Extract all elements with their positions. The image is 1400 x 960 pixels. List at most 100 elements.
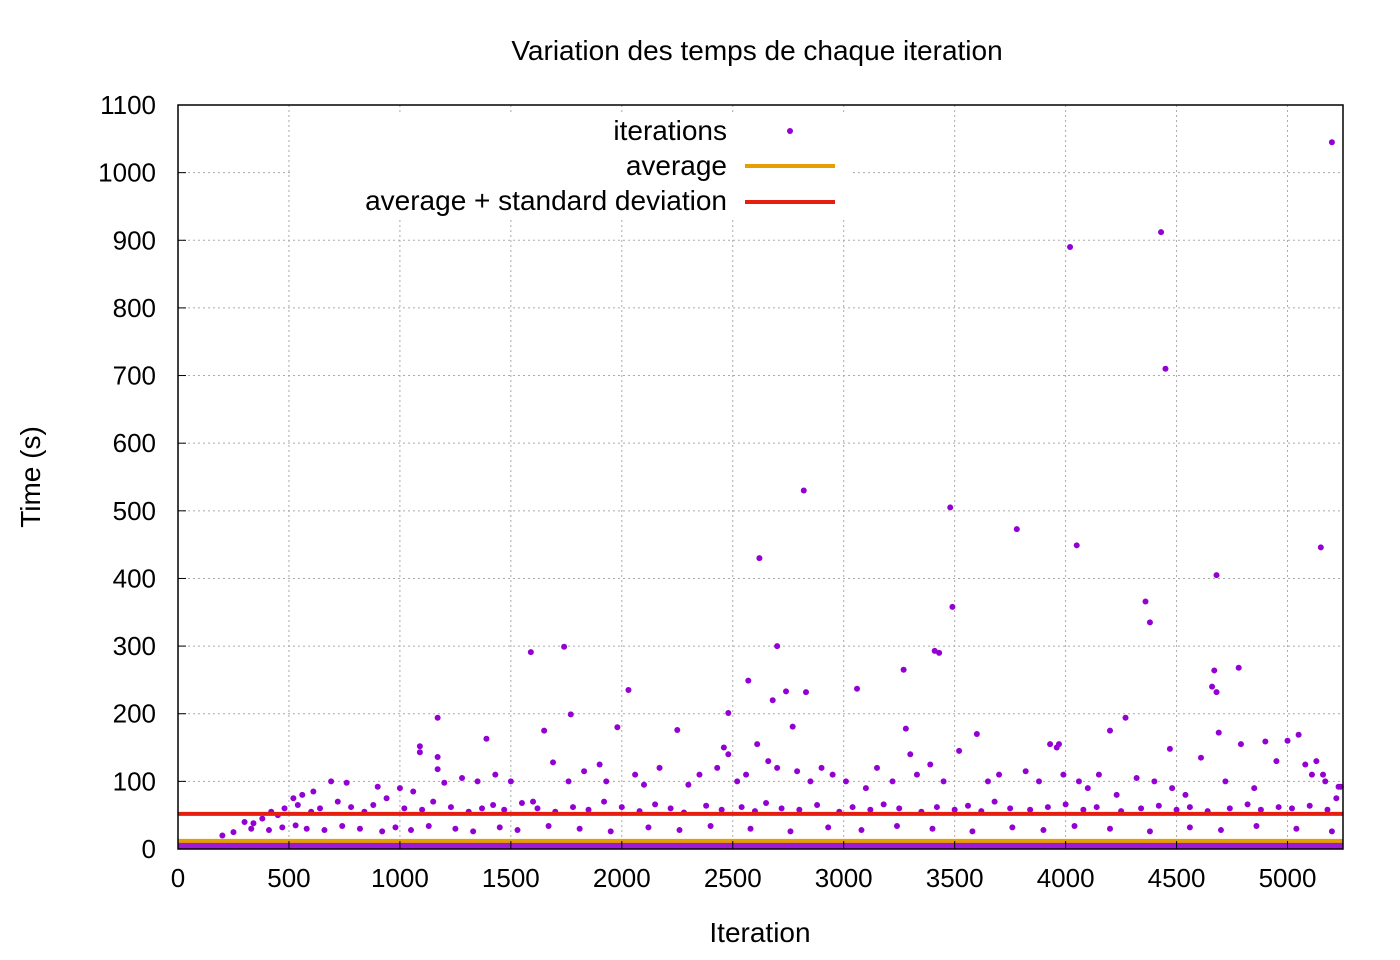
data-point <box>714 764 721 771</box>
data-point <box>720 744 727 751</box>
data-point <box>1302 761 1309 768</box>
x-tick-label: 3000 <box>815 863 873 893</box>
data-point <box>1044 804 1051 811</box>
data-point <box>718 806 725 813</box>
data-point <box>259 815 266 822</box>
data-point <box>576 825 583 832</box>
data-point <box>933 804 940 811</box>
data-point <box>756 555 763 562</box>
data-point <box>734 778 741 785</box>
data-point <box>561 643 568 650</box>
legend-label-iterations: iterations <box>613 115 727 146</box>
y-tick-label: 1100 <box>100 90 156 120</box>
data-point <box>991 798 998 805</box>
data-point <box>696 771 703 778</box>
data-point <box>1107 727 1113 734</box>
data-point <box>1257 806 1264 813</box>
data-point <box>1071 823 1078 830</box>
data-point <box>1237 741 1244 748</box>
data-point <box>1138 805 1145 812</box>
data-point <box>416 743 423 750</box>
data-point <box>250 820 257 827</box>
data-point <box>1182 791 1189 798</box>
data-point <box>290 795 297 802</box>
data-point <box>530 798 537 805</box>
data-point <box>632 771 639 778</box>
x-tick-label: 0 <box>171 863 185 893</box>
data-point <box>802 689 809 696</box>
data-point <box>1320 771 1327 778</box>
data-point <box>1186 804 1193 811</box>
data-point <box>743 771 750 778</box>
x-tick-label: 2000 <box>593 863 651 893</box>
data-point <box>518 800 525 807</box>
data-point <box>281 805 288 812</box>
data-point <box>1155 802 1162 809</box>
x-tick-label: 3500 <box>926 863 984 893</box>
data-point <box>707 823 714 830</box>
data-point <box>1080 806 1087 813</box>
data-point <box>545 823 552 830</box>
data-point <box>618 804 625 811</box>
data-point <box>645 824 652 831</box>
data-point <box>603 778 610 785</box>
data-point <box>1313 758 1320 765</box>
data-point <box>379 828 386 835</box>
data-point <box>625 687 632 694</box>
data-point <box>1251 785 1258 792</box>
data-point <box>927 761 934 768</box>
data-point <box>1226 805 1233 812</box>
y-tick-label: 200 <box>113 699 156 729</box>
data-point <box>789 723 796 730</box>
data-point <box>1328 828 1335 835</box>
data-point <box>596 761 603 768</box>
data-point <box>969 828 976 835</box>
data-point <box>1093 804 1100 811</box>
data-point <box>849 804 856 811</box>
data-point <box>410 788 417 795</box>
data-point <box>1133 774 1140 781</box>
data-point <box>754 741 761 748</box>
data-point <box>829 771 836 778</box>
data-point <box>765 758 772 765</box>
data-point <box>383 795 390 802</box>
data-point <box>1151 778 1158 785</box>
data-point <box>339 823 346 830</box>
data-point <box>1317 544 1324 551</box>
y-tick-label: 800 <box>113 293 156 323</box>
data-point <box>1324 806 1331 813</box>
data-point <box>550 759 557 766</box>
data-point <box>936 649 943 656</box>
data-point <box>1084 785 1091 792</box>
data-point <box>907 751 914 758</box>
data-point <box>334 798 341 805</box>
data-point <box>534 805 541 812</box>
data-point <box>874 764 880 771</box>
x-tick-label: 1500 <box>482 863 540 893</box>
data-point <box>674 726 681 733</box>
data-point <box>956 747 963 754</box>
data-point <box>889 778 896 785</box>
data-point <box>1007 805 1014 812</box>
data-point <box>794 768 801 775</box>
y-axis: 0 100 200 300 400 500 600 700 800 900 1000 1100 <box>98 90 186 864</box>
data-point <box>501 806 508 813</box>
x-tick-label: 1000 <box>371 863 429 893</box>
legend-marker-iterations <box>787 128 793 134</box>
data-point <box>1322 778 1329 785</box>
data-point <box>1173 806 1180 813</box>
data-point <box>814 802 821 809</box>
data-point <box>1328 139 1335 146</box>
data-point <box>858 827 865 834</box>
data-point <box>265 827 272 834</box>
dense-point-band <box>178 840 1343 849</box>
data-point <box>292 822 299 829</box>
data-point <box>1217 827 1224 834</box>
data-point <box>479 805 486 812</box>
data-point <box>1308 771 1315 778</box>
data-point <box>343 779 350 786</box>
data-point <box>470 828 477 835</box>
data-point <box>1215 729 1222 736</box>
data-point <box>964 802 971 809</box>
